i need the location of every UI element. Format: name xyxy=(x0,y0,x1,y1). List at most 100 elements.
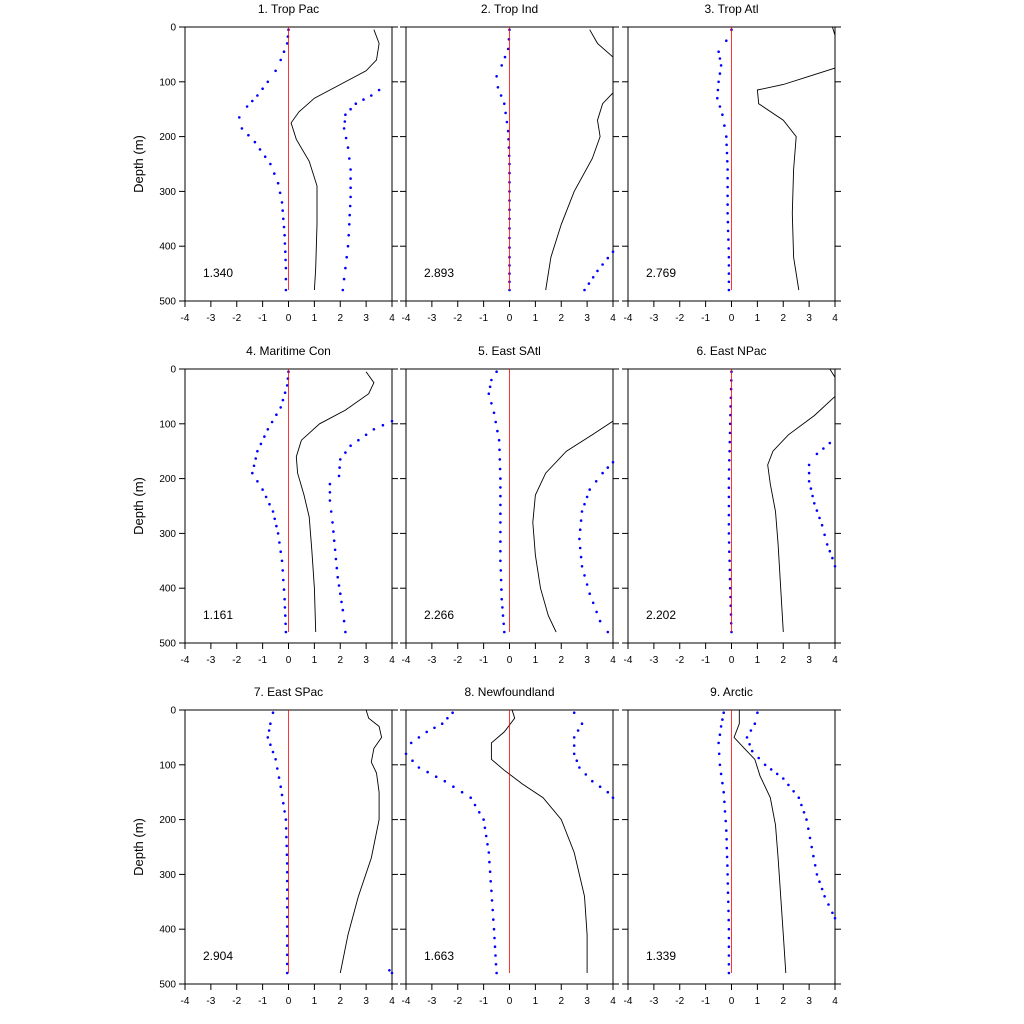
series-4 xyxy=(807,441,837,568)
data-point xyxy=(503,55,507,59)
data-point xyxy=(502,622,506,626)
series-2 xyxy=(238,28,290,292)
x-tick-label: 2 xyxy=(337,655,343,666)
panel-value-label: 2.904 xyxy=(203,949,233,963)
data-point xyxy=(285,835,288,839)
data-point xyxy=(726,212,729,215)
x-tick-label: -1 xyxy=(701,655,710,666)
data-point xyxy=(278,191,282,195)
series-line xyxy=(733,710,787,974)
data-point xyxy=(596,269,599,273)
x-tick-label: -4 xyxy=(624,313,633,324)
data-point xyxy=(717,50,720,53)
data-point xyxy=(805,818,808,821)
data-point xyxy=(717,80,720,84)
data-point xyxy=(498,458,502,461)
x-tick-label: -3 xyxy=(427,655,436,666)
data-point xyxy=(499,486,502,489)
data-point xyxy=(284,818,288,821)
y-tick-label: 100 xyxy=(159,760,176,771)
data-point xyxy=(503,630,506,634)
data-point xyxy=(822,447,825,450)
data-point xyxy=(578,528,582,531)
series-line xyxy=(295,371,375,633)
data-point xyxy=(718,105,722,108)
data-point xyxy=(494,954,497,957)
data-point xyxy=(506,129,510,133)
data-point xyxy=(587,282,591,285)
panel-value-label: 1.339 xyxy=(646,949,676,963)
x-tick-label: 0 xyxy=(729,655,735,666)
x-tick-label: -1 xyxy=(479,996,488,1007)
panel-8: -4 -3 -2 -1 0 1 2 3 4 8. Newfoundland 1.663 xyxy=(400,685,619,1007)
data-point xyxy=(279,406,283,409)
x-tick-label: -3 xyxy=(427,996,436,1007)
data-point xyxy=(348,204,352,208)
data-point xyxy=(797,796,801,799)
data-point xyxy=(497,438,501,442)
data-point xyxy=(726,185,729,189)
panel-value-label: 1.340 xyxy=(203,266,233,280)
x-tick-label: 2 xyxy=(558,996,564,1007)
data-point xyxy=(728,550,731,553)
y-tick-label: 400 xyxy=(159,925,176,936)
x-tick-label: -1 xyxy=(479,313,488,324)
panel-title: 6. East NPac xyxy=(696,344,766,358)
data-point xyxy=(283,233,286,237)
x-tick-label: -1 xyxy=(479,655,488,666)
data-point xyxy=(285,42,289,45)
data-point xyxy=(591,276,595,279)
data-point xyxy=(718,57,722,60)
series-2 xyxy=(404,711,498,975)
data-point xyxy=(722,790,725,794)
data-point xyxy=(820,887,824,891)
data-point xyxy=(426,770,429,774)
data-point xyxy=(283,242,287,245)
series-line xyxy=(589,29,614,58)
data-point xyxy=(811,494,814,498)
x-tick-label: 0 xyxy=(507,313,513,324)
series-2 xyxy=(756,67,836,291)
data-point xyxy=(285,906,289,909)
data-point xyxy=(727,971,731,975)
panel-2: -4 -3 -2 -1 0 1 2 3 4 2. Trop Ind 2.893 xyxy=(400,2,619,324)
data-point xyxy=(284,630,288,634)
x-tick-label: 0 xyxy=(729,996,735,1007)
data-point xyxy=(259,442,263,446)
data-point xyxy=(726,194,729,198)
x-tick-label: 1 xyxy=(533,655,539,666)
data-point xyxy=(802,811,806,814)
data-point xyxy=(725,39,728,42)
data-point xyxy=(585,495,589,499)
panel-title: 3. Trop Atl xyxy=(704,2,758,16)
data-point xyxy=(820,523,824,527)
data-point xyxy=(728,459,731,462)
y-tick-label: 500 xyxy=(159,980,176,991)
x-tick-label: -2 xyxy=(675,655,684,666)
data-point xyxy=(341,608,345,612)
x-tick-label: 1 xyxy=(312,313,318,324)
y-tick-label: 200 xyxy=(159,815,176,826)
data-point xyxy=(500,597,504,601)
series-1 xyxy=(733,710,787,974)
x-tick-label: -4 xyxy=(181,655,190,666)
data-point xyxy=(284,277,288,281)
data-point xyxy=(763,763,767,767)
data-point xyxy=(284,258,287,262)
data-point xyxy=(443,779,447,783)
x-tick-label: 2 xyxy=(780,996,786,1007)
data-point xyxy=(579,555,583,559)
data-point xyxy=(718,763,722,767)
data-point xyxy=(787,783,790,787)
data-point xyxy=(611,460,615,464)
series-3 xyxy=(578,460,615,634)
data-point xyxy=(717,752,721,756)
panel-value-label: 1.663 xyxy=(424,949,454,963)
data-point xyxy=(813,864,817,867)
data-point xyxy=(499,530,502,534)
data-point xyxy=(748,743,751,746)
series-3 xyxy=(495,28,511,292)
x-tick-label: -1 xyxy=(258,313,267,324)
x-tick-label: -4 xyxy=(181,996,190,1007)
data-point xyxy=(253,140,257,144)
